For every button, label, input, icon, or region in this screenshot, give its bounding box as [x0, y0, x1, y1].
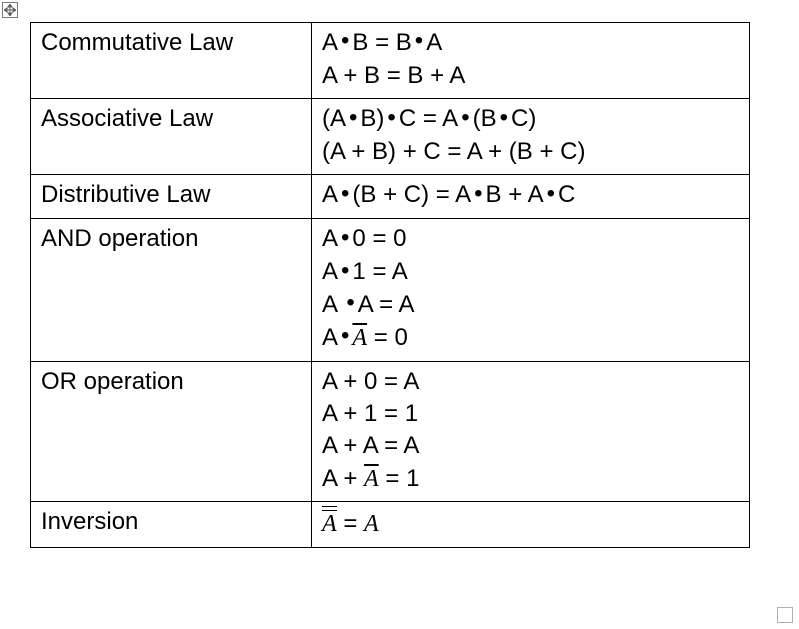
- equation: A•A = 0: [322, 322, 739, 355]
- table-row: Associative Law (A•B)•C = A•(B•C) (A + B…: [31, 99, 750, 175]
- law-name-cell: AND operation: [31, 219, 312, 361]
- law-name-cell: OR operation: [31, 361, 312, 502]
- law-equations-cell: A + 0 = A A + 1 = 1 A + A = A A + A = 1: [312, 361, 750, 502]
- law-equations-cell: A = A: [312, 502, 750, 547]
- equation: A•1 = A: [322, 256, 739, 289]
- equation: A + A = A: [322, 430, 739, 462]
- table-resize-handle-icon[interactable]: [777, 607, 793, 623]
- table-row: OR operation A + 0 = A A + 1 = 1 A + A =…: [31, 361, 750, 502]
- law-name-cell: Associative Law: [31, 99, 312, 175]
- law-name-cell: Distributive Law: [31, 175, 312, 219]
- table-row: AND operation A•0 = 0 A•1 = A A •A = A A…: [31, 219, 750, 361]
- equation: A•B = B•A: [322, 27, 739, 60]
- table-row: Distributive Law A•(B + C) = A•B + A•C: [31, 175, 750, 219]
- equation: A•0 = 0: [322, 223, 739, 256]
- boolean-laws-table: Commutative Law A•B = B•A A + B = B + A …: [30, 22, 750, 548]
- table-row: Inversion A = A: [31, 502, 750, 547]
- equation: (A + B) + C = A + (B + C): [322, 136, 739, 168]
- equation: A = A: [322, 506, 739, 540]
- equation: A + A = 1: [322, 463, 739, 495]
- law-equations-cell: A•B = B•A A + B = B + A: [312, 23, 750, 99]
- law-name-cell: Inversion: [31, 502, 312, 547]
- equation: (A•B)•C = A•(B•C): [322, 103, 739, 136]
- table-move-handle-icon[interactable]: [2, 2, 18, 18]
- equation: A•(B + C) = A•B + A•C: [322, 179, 739, 212]
- law-equations-cell: (A•B)•C = A•(B•C) (A + B) + C = A + (B +…: [312, 99, 750, 175]
- law-name-cell: Commutative Law: [31, 23, 312, 99]
- law-equations-cell: A•0 = 0 A•1 = A A •A = A A•A = 0: [312, 219, 750, 361]
- equation: A + 0 = A: [322, 366, 739, 398]
- equation: A + B = B + A: [322, 60, 739, 92]
- law-equations-cell: A•(B + C) = A•B + A•C: [312, 175, 750, 219]
- equation: A •A = A: [322, 289, 739, 322]
- table-row: Commutative Law A•B = B•A A + B = B + A: [31, 23, 750, 99]
- equation: A + 1 = 1: [322, 398, 739, 430]
